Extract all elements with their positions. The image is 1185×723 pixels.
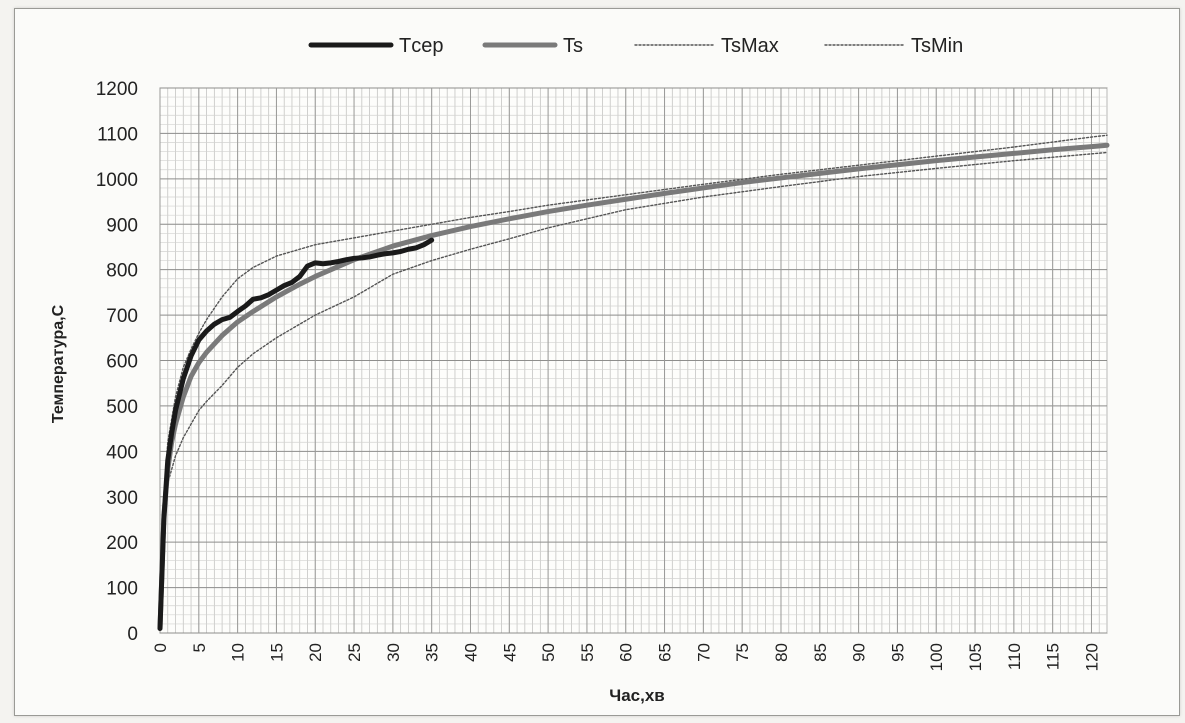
y-tick-label: 400 (106, 442, 138, 463)
y-tick-label: 500 (106, 397, 138, 418)
x-tick-label: 75 (733, 643, 752, 662)
y-tick-label: 900 (106, 215, 138, 236)
y-tick-label: 200 (106, 533, 138, 554)
y-tick-label: 800 (106, 261, 138, 282)
x-tick-label: 80 (772, 643, 791, 662)
series-line-1 (157, 142, 1110, 631)
series-line-2 (159, 134, 1108, 630)
x-tick-label: 105 (966, 643, 985, 671)
x-tick-label: 10 (229, 643, 248, 662)
legend-label: Tсер (399, 35, 443, 57)
x-tick-label: 100 (927, 643, 946, 671)
y-axis-ticks: 0 100 200 300 400 500 600 700 800 900 1000 1100 1200 (96, 79, 138, 645)
x-tick-label: 45 (500, 643, 519, 662)
x-tick-label: 60 (617, 643, 636, 662)
x-tick-label: 110 (1005, 643, 1024, 670)
x-tick-label: 50 (539, 643, 558, 662)
y-tick-label: 1100 (97, 124, 138, 145)
y-tick-label: 0 (127, 624, 138, 645)
x-tick-label: 20 (306, 643, 325, 662)
x-tick-label: 55 (578, 643, 597, 662)
x-tick-label: 115 (1044, 643, 1063, 670)
series-lines (157, 134, 1110, 631)
x-tick-label: 85 (811, 643, 830, 662)
x-tick-label: 65 (656, 643, 675, 662)
x-tick-label: 70 (694, 643, 713, 662)
y-tick-label: 700 (106, 306, 138, 327)
y-tick-label: 300 (106, 488, 138, 509)
legend-label: TsMax (721, 35, 779, 57)
x-axis-ticks: 0 5 10 15 20 25 30 35 40 45 50 55 60 65 70 75 80 85 90 95 10… (151, 643, 1101, 671)
y-tick-label: 1000 (96, 170, 138, 191)
series-line-0 (157, 237, 435, 631)
legend: Tсер Ts TsMax TsMin (308, 35, 963, 57)
x-axis-title: Час,хв (609, 686, 664, 705)
x-tick-label: 25 (345, 643, 364, 662)
x-tick-label: 5 (190, 643, 209, 652)
legend-label: TsMin (911, 35, 963, 57)
line-chart: 0100200300400500600700800900100011001200… (50, 35, 1110, 705)
x-tick-label: 30 (384, 643, 403, 662)
x-tick-label: 90 (850, 643, 869, 662)
y-axis-title: Температура,С (50, 304, 67, 423)
x-tick-label: 95 (888, 643, 907, 662)
x-tick-label: 40 (461, 643, 480, 662)
series-line-3 (159, 151, 1108, 630)
x-tick-label: 0 (151, 643, 170, 652)
legend-label: Ts (563, 35, 583, 57)
y-tick-label: 100 (106, 579, 138, 600)
x-tick-label: 35 (423, 643, 442, 662)
y-tick-label: 1200 (96, 79, 138, 100)
x-tick-label: 120 (1082, 643, 1101, 671)
chart-frame: 0 100 200 300 400 500 600 700 800 900 1000 1100 1200… (14, 8, 1180, 716)
y-tick-label: 600 (106, 352, 138, 373)
major-gridlines (159, 87, 1107, 634)
x-tick-label: 15 (267, 643, 286, 662)
